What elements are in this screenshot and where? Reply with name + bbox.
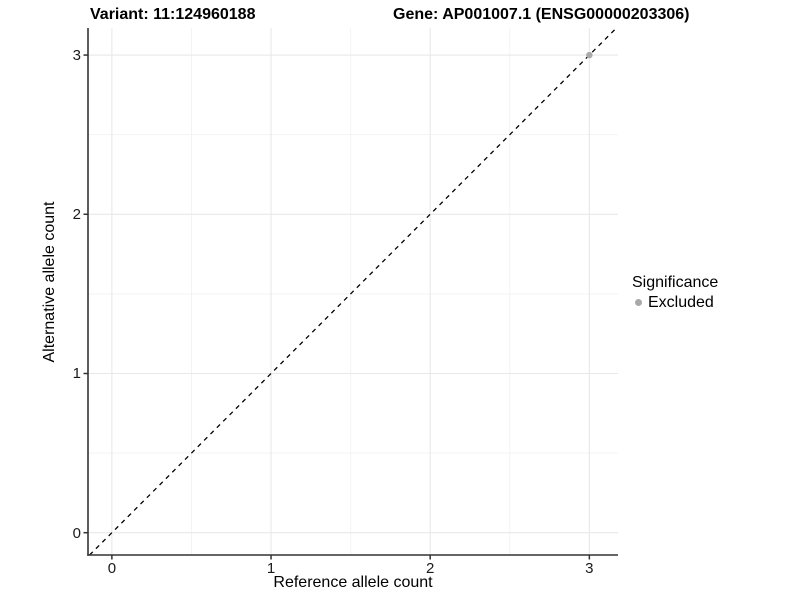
y-tick-label: 1 <box>72 365 81 383</box>
legend-item-label: Excluded <box>648 294 714 311</box>
legend-items: Excluded <box>632 293 718 312</box>
variant-title: Variant: 11:124960188 <box>90 6 256 23</box>
y-tick-label: 3 <box>72 47 81 65</box>
x-tick-label: 1 <box>266 560 276 577</box>
legend-key-dot-icon <box>635 299 642 306</box>
gene-title: Gene: AP001007.1 (ENSG00000203306) <box>393 6 690 23</box>
x-tick-label: 2 <box>426 560 435 577</box>
identity-line <box>89 27 617 556</box>
legend: Significance Excluded <box>632 273 718 312</box>
plot-panel <box>83 27 618 560</box>
y-tick-label: 2 <box>72 206 81 224</box>
y-tick-label: 0 <box>72 524 81 542</box>
x-axis-title: Reference allele count <box>273 574 433 591</box>
legend-item: Excluded <box>632 293 718 312</box>
data-point[interactable] <box>586 51 593 59</box>
legend-title: Significance <box>632 274 719 291</box>
x-tick-label: 3 <box>585 560 594 577</box>
x-tick-label: 0 <box>107 560 117 577</box>
y-axis-title: Alternative allele count <box>41 201 58 363</box>
